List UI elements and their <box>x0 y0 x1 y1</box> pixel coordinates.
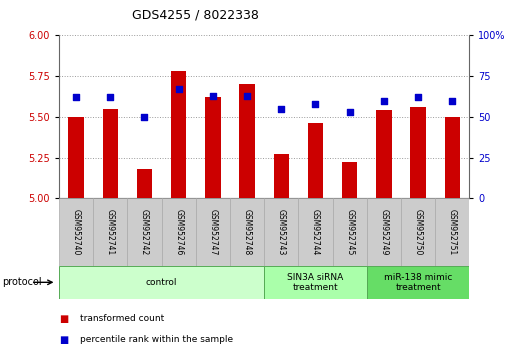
Point <box>141 114 149 120</box>
Text: percentile rank within the sample: percentile rank within the sample <box>80 335 232 344</box>
Point <box>448 98 457 103</box>
Point <box>277 106 285 112</box>
Bar <box>367 198 401 266</box>
Bar <box>367 266 469 299</box>
Bar <box>308 123 323 198</box>
Point <box>243 93 251 98</box>
Bar <box>103 109 118 198</box>
Bar <box>273 154 289 198</box>
Bar <box>376 110 391 198</box>
Point <box>72 95 80 100</box>
Text: GSM952748: GSM952748 <box>243 209 251 255</box>
Text: GSM952751: GSM952751 <box>448 209 457 255</box>
Text: ■: ■ <box>59 314 68 324</box>
Text: control: control <box>146 278 177 287</box>
Text: GSM952740: GSM952740 <box>72 209 81 255</box>
Bar <box>332 198 367 266</box>
Bar <box>171 71 186 198</box>
Text: SIN3A siRNA
treatment: SIN3A siRNA treatment <box>287 273 344 292</box>
Point <box>174 86 183 92</box>
Text: GSM952749: GSM952749 <box>380 209 388 255</box>
Bar <box>59 266 264 299</box>
Bar <box>162 198 196 266</box>
Text: ■: ■ <box>59 335 68 345</box>
Text: GSM952741: GSM952741 <box>106 209 115 255</box>
Point <box>209 93 217 98</box>
Point <box>346 109 354 115</box>
Text: miR-138 mimic
treatment: miR-138 mimic treatment <box>384 273 452 292</box>
Text: GSM952742: GSM952742 <box>140 209 149 255</box>
Bar <box>93 198 127 266</box>
Bar <box>205 97 221 198</box>
Bar <box>68 117 84 198</box>
Bar <box>445 117 460 198</box>
Text: GSM952746: GSM952746 <box>174 209 183 255</box>
Text: GSM952743: GSM952743 <box>277 209 286 255</box>
Bar <box>196 198 230 266</box>
Bar <box>435 198 469 266</box>
Text: transformed count: transformed count <box>80 314 164 323</box>
Point <box>311 101 320 107</box>
Bar <box>342 162 358 198</box>
Bar <box>299 198 332 266</box>
Bar <box>410 107 426 198</box>
Bar <box>240 84 255 198</box>
Point <box>380 98 388 103</box>
Bar <box>401 198 435 266</box>
Point <box>414 95 422 100</box>
Text: GDS4255 / 8022338: GDS4255 / 8022338 <box>131 9 259 22</box>
Bar <box>137 169 152 198</box>
Text: GSM952745: GSM952745 <box>345 209 354 255</box>
Point <box>106 95 114 100</box>
Text: GSM952750: GSM952750 <box>413 209 423 255</box>
Bar <box>264 198 299 266</box>
Bar <box>264 266 367 299</box>
Bar <box>127 198 162 266</box>
Text: GSM952747: GSM952747 <box>208 209 218 255</box>
Text: GSM952744: GSM952744 <box>311 209 320 255</box>
Bar <box>230 198 264 266</box>
Text: protocol: protocol <box>3 277 42 287</box>
Bar <box>59 198 93 266</box>
